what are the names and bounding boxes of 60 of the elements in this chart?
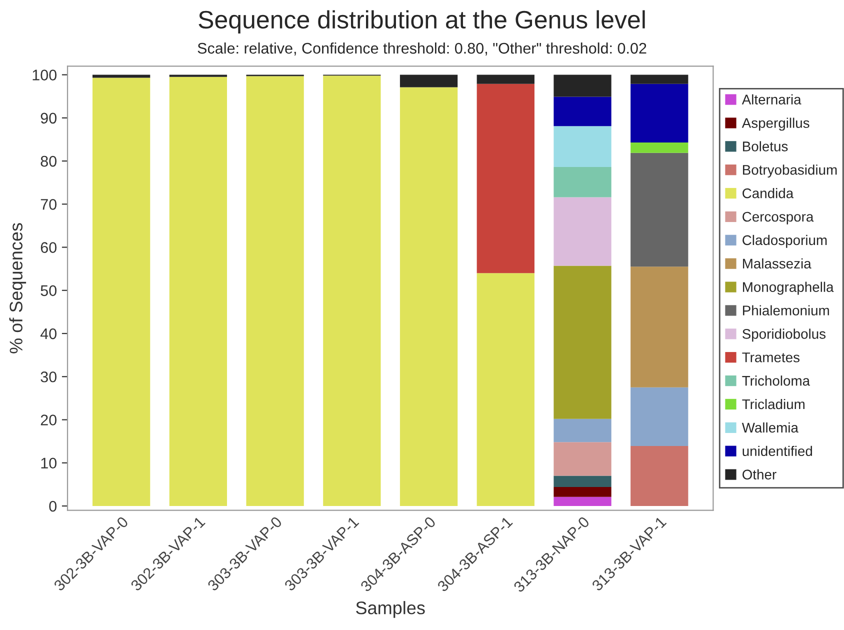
bar <box>630 266 688 388</box>
legend-label: Botryobasidium <box>743 164 837 178</box>
legend-label: Other <box>742 469 776 480</box>
bar <box>476 74 534 84</box>
bar <box>554 487 612 497</box>
bar <box>630 152 688 267</box>
bar <box>246 76 304 506</box>
bar <box>323 76 381 506</box>
bar <box>169 76 228 506</box>
y-tick-label: 70 <box>40 199 57 210</box>
legend-label: Tricladium <box>742 398 804 410</box>
legend-label: Trametes <box>742 352 800 362</box>
bar <box>630 446 688 506</box>
legend-label: Sporidiobolus <box>742 328 826 342</box>
y-tick-label: 80 <box>40 156 57 167</box>
bar <box>554 266 612 419</box>
y-tick-label: 60 <box>40 242 57 253</box>
bar <box>92 78 150 506</box>
bar <box>630 84 688 142</box>
x-axis-title: Samples <box>356 601 425 618</box>
bar <box>630 387 688 446</box>
bar <box>400 74 458 88</box>
legend-label: Phialemonium <box>743 305 829 316</box>
legend-label: Cercospora <box>742 212 814 224</box>
bar <box>476 84 534 274</box>
legend-label: Cladosporium <box>742 234 827 248</box>
legend-label: Monographella <box>743 282 834 295</box>
y-axis-title: % of Sequences <box>9 223 26 354</box>
bar <box>476 273 534 506</box>
bar <box>400 87 458 506</box>
bar <box>554 74 612 97</box>
bar <box>92 74 150 78</box>
legend-label: Alternaria <box>742 94 802 104</box>
chart-title: Sequence distribution at the Genus level <box>198 10 645 34</box>
y-tick-label: 20 <box>40 414 57 426</box>
bar <box>554 96 612 126</box>
legend-label: unidentified <box>742 446 812 456</box>
bar <box>554 126 612 168</box>
bar <box>554 167 612 198</box>
bar <box>630 142 688 153</box>
bar <box>554 476 612 488</box>
bar <box>554 418 612 442</box>
bar <box>554 442 612 476</box>
bar <box>554 197 612 266</box>
y-tick-label: 100 <box>32 70 57 80</box>
y-tick-label: 0 <box>49 500 57 512</box>
y-tick-label: 30 <box>40 371 57 382</box>
y-tick-label: 50 <box>40 285 57 296</box>
legend-label: Boletus <box>743 141 788 152</box>
bar <box>630 74 688 84</box>
legend-label: Malassezia <box>743 258 812 269</box>
y-tick-label: 10 <box>41 458 57 469</box>
chart-subtitle: Scale: relative, Confidence threshold: 0.80, "Other" threshold: 0.02 <box>198 42 646 56</box>
y-tick-label: 40 <box>40 328 57 340</box>
legend-label: Aspergillus <box>742 118 810 131</box>
legend-label: Wallemia <box>742 422 798 433</box>
legend-label: Tricholoma <box>742 376 810 386</box>
bar <box>554 496 612 506</box>
legend-label: Candida <box>742 188 794 198</box>
y-tick-label: 90 <box>40 112 57 124</box>
